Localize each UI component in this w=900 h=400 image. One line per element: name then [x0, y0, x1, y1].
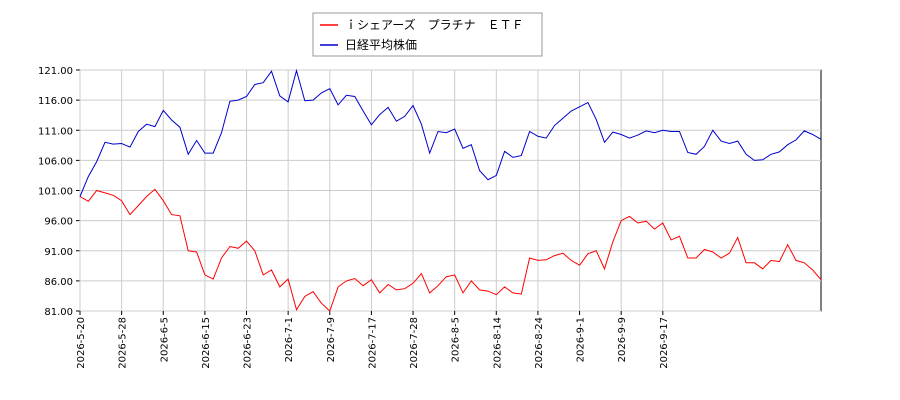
y-tick-label: 121.00: [38, 66, 73, 77]
y-axis: 121.00 116.00 111.00 106.00 101.00 96.00 91.00…: [38, 66, 821, 318]
y-tick-label: 116.00: [38, 96, 73, 107]
x-tick-label: 2026-6-15: [201, 317, 212, 369]
x-tick-label: 2026-7-1: [284, 317, 295, 362]
x-tick-label: 2026-8-14: [492, 317, 503, 369]
y-tick-label: 86.00: [44, 277, 73, 288]
legend: ｉシェアーズ プラチナ ＥＴＦ 日経平均株価: [312, 12, 543, 57]
x-tick-label: 2026-6-23: [243, 317, 254, 369]
x-tick-label: 2026-9-17: [659, 317, 670, 369]
x-tick-label: 2026-8-24: [534, 317, 545, 369]
legend-label-nikkei: 日経平均株価: [345, 37, 417, 52]
y-tick-label: 96.00: [44, 217, 73, 228]
y-tick-label: 111.00: [38, 126, 73, 137]
x-axis: 2026-5-20 2026-5-28 2026-6-5 2026-6-15 2026-…: [76, 70, 670, 369]
y-tick-label: 106.00: [38, 156, 73, 167]
x-tick-label: 2026-6-5: [159, 317, 170, 362]
legend-box: [312, 12, 543, 57]
x-tick-label: 2026-8-5: [451, 317, 462, 362]
x-tick-label: 2026-7-9: [326, 317, 337, 362]
x-tick-label: 2026-5-28: [118, 317, 129, 369]
series-lines: [79, 68, 822, 312]
x-tick-label: 2026-5-20: [76, 317, 87, 369]
x-tick-label: 2026-7-17: [367, 317, 378, 369]
series-line-nikkei: [79, 68, 822, 197]
y-tick-label: 81.00: [44, 307, 73, 318]
y-tick-label: 101.00: [38, 187, 73, 198]
y-tick-label: 91.00: [44, 247, 73, 258]
x-tick-label: 2026-9-9: [617, 317, 628, 362]
legend-label-platinum: ｉシェアーズ プラチナ ＥＴＦ: [345, 17, 524, 32]
x-tick-label: 2026-9-1: [576, 317, 587, 362]
x-tick-label: 2026-7-28: [409, 317, 420, 369]
series-line-platinum: [79, 188, 822, 312]
